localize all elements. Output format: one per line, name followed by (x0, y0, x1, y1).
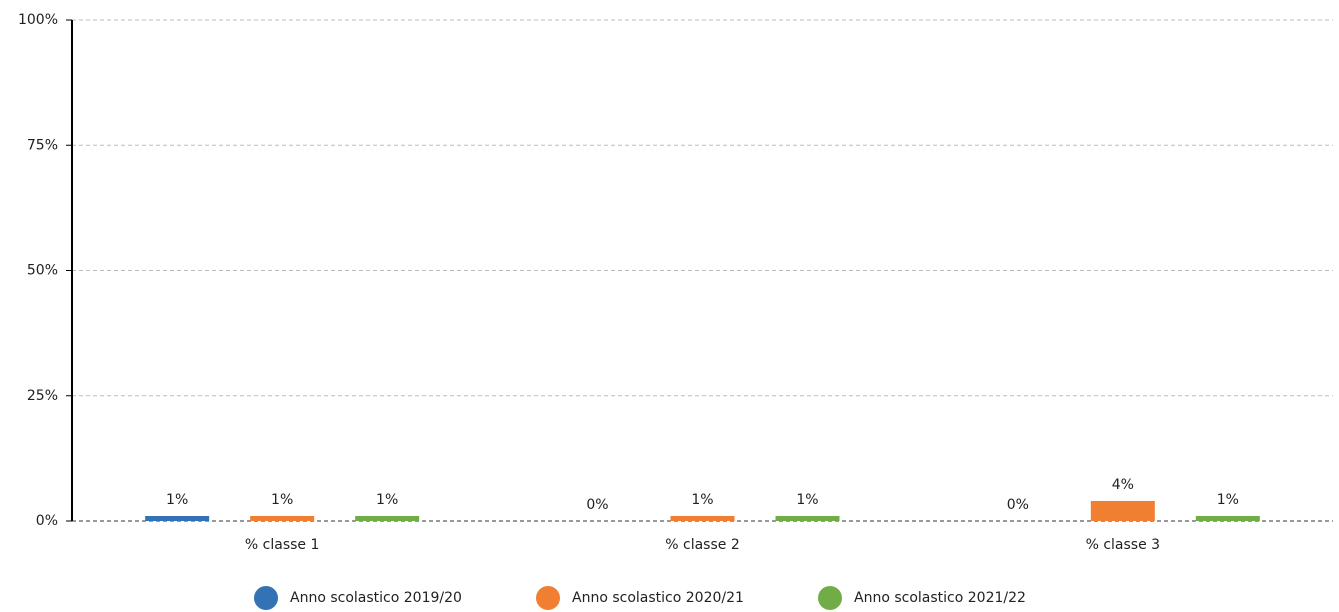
bar (775, 515, 840, 521)
value-label: 0% (1007, 497, 1029, 513)
value-label: 0% (586, 497, 608, 513)
y-tick-label: 25% (27, 388, 58, 404)
value-label: 4% (1112, 477, 1134, 493)
legend-label: Anno scolastico 2019/20 (290, 590, 462, 606)
y-tick-label: 75% (27, 137, 58, 153)
value-label: 1% (691, 492, 713, 508)
legend-label: Anno scolastico 2020/21 (572, 590, 744, 606)
y-tick-label: 0% (36, 513, 58, 529)
x-tick-label: % classe 3 (1086, 537, 1160, 553)
value-label: 1% (796, 492, 818, 508)
x-tick-label: % classe 2 (665, 537, 739, 553)
x-tick-label: % classe 1 (245, 537, 319, 553)
legend-label: Anno scolastico 2021/22 (854, 590, 1026, 606)
value-label: 1% (1217, 492, 1239, 508)
legend-marker (818, 586, 842, 610)
bar (250, 515, 315, 521)
bar (1195, 515, 1260, 521)
y-tick-label: 50% (27, 263, 58, 279)
value-label: 1% (166, 492, 188, 508)
bar (145, 515, 210, 521)
bar (1090, 500, 1155, 521)
bar (355, 515, 420, 521)
legend-marker (536, 586, 560, 610)
bar (670, 515, 735, 521)
y-tick-label: 100% (18, 12, 58, 28)
value-label: 1% (271, 492, 293, 508)
legend-marker (254, 586, 278, 610)
value-label: 1% (376, 492, 398, 508)
